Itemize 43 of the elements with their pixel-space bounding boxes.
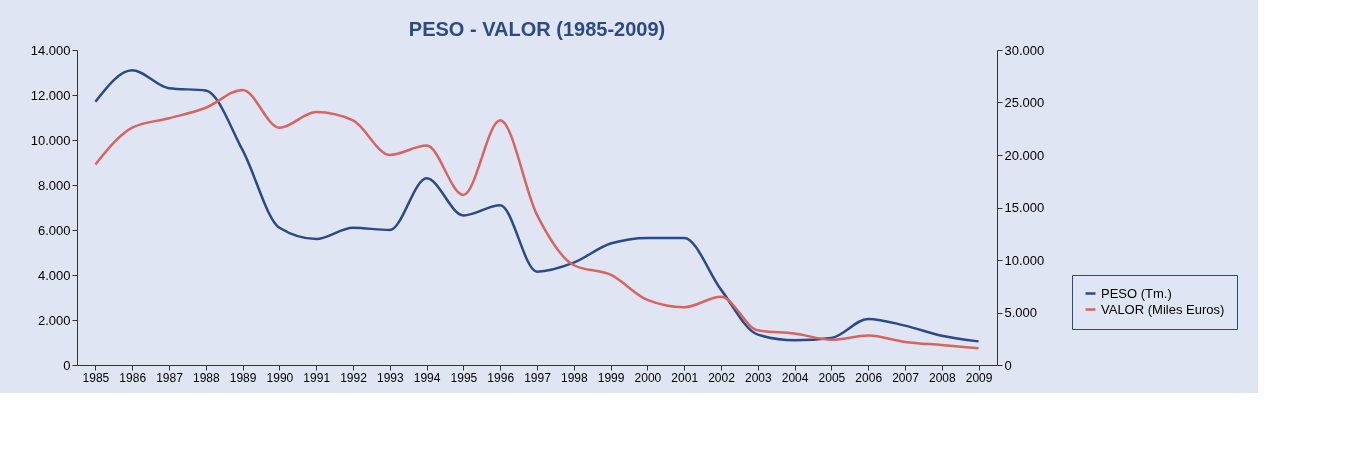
x-tick-label: 1992 [340,370,368,385]
x-tick-label: 1997 [524,370,552,385]
x-tick-label: 1994 [413,370,441,385]
y2-tick-label: 0 [1004,357,1012,373]
x-tick-label: 1990 [266,370,294,385]
chart-title: PESO - VALOR (1985-2009) [408,18,666,40]
x-tick-label: 1985 [82,370,110,385]
x-tick-label: 1998 [560,370,588,385]
x-tick-label: 2001 [671,370,699,385]
x-tick-label: 2004 [781,370,809,385]
y-tick-label: 10.000 [30,132,71,148]
x-tick-label: 1995 [450,370,478,385]
x-tick-label: 1986 [119,370,147,385]
x-tick-label: 1999 [597,370,625,385]
y2-tick-label: 30.000 [1004,42,1045,58]
x-tick-label: 2009 [965,370,993,385]
x-tick-label: 2008 [928,370,956,385]
x-tick-label: 1987 [156,370,184,385]
x-tick-label: 1993 [376,370,404,385]
y-tick-label: 2.000 [37,312,71,328]
y2-tick-label: 5.000 [1004,305,1038,320]
x-tick-label: 2005 [818,370,846,385]
x-tick-label: 1991 [303,370,331,385]
legend-label: VALOR (Miles Euros) [1101,301,1225,317]
x-tick-label: 2006 [855,370,883,385]
y-tick-label: 6.000 [37,222,71,238]
y-tick-label: 8.000 [37,177,71,193]
x-tick-label: 1988 [192,370,220,385]
x-tick-label: 1989 [229,370,257,385]
x-tick-label: 2000 [634,370,662,385]
legend-label: PESO (Tm.) [1101,285,1172,301]
y2-tick-label: 20.000 [1004,147,1045,163]
x-tick-label: 2003 [744,370,772,385]
y2-tick-label: 25.000 [1004,95,1045,110]
y-tick-label: 12.000 [30,87,71,103]
x-tick-label: 2007 [892,370,920,385]
y2-tick-label: 10.000 [1004,252,1045,268]
y-tick-label: 0 [63,357,71,373]
x-tick-label: 1996 [487,370,515,385]
x-tick-label: 2002 [708,370,736,385]
y-tick-label: 14.000 [30,42,71,58]
y-tick-label: 4.000 [37,267,71,283]
y2-tick-label: 15.000 [1004,200,1045,215]
